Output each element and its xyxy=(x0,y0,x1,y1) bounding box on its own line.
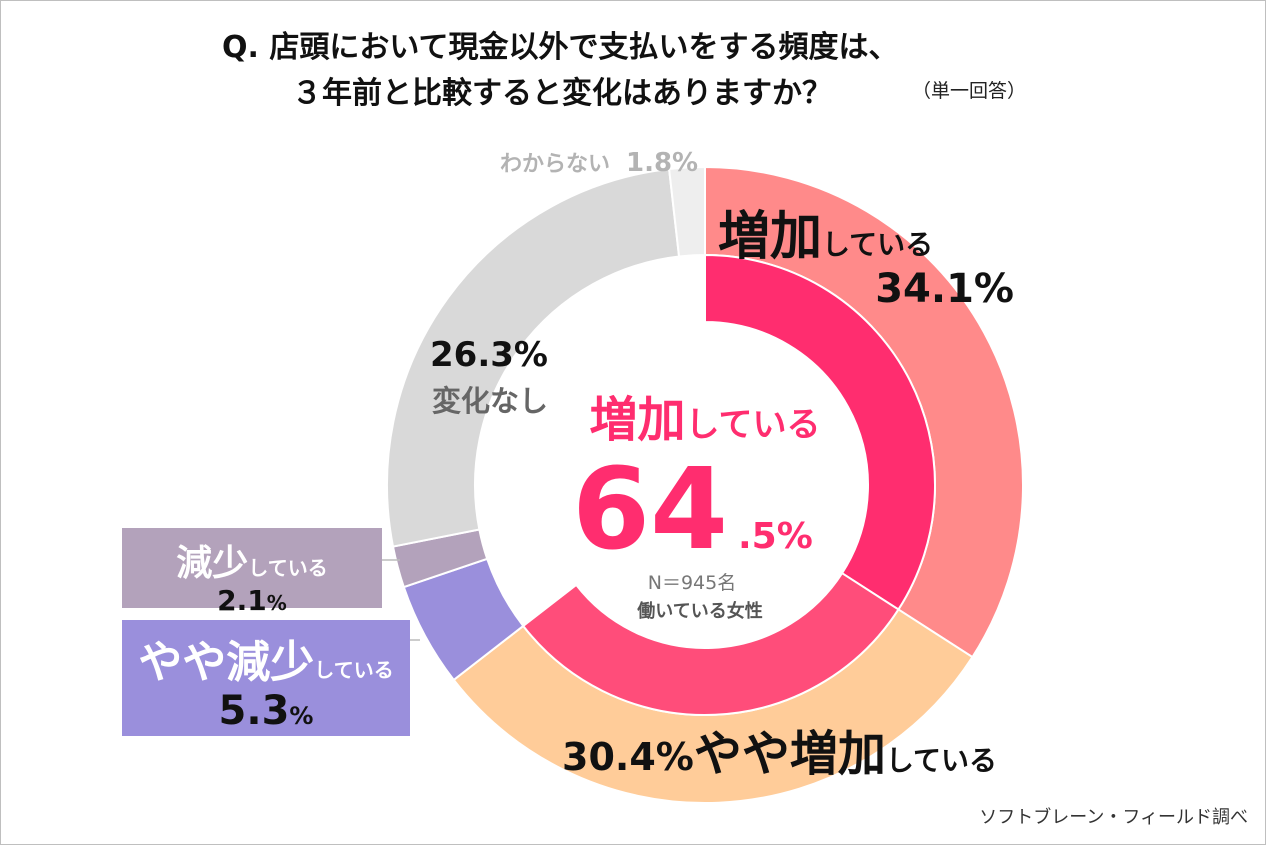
center-increase-label: 増加している xyxy=(590,392,821,448)
increase-label: 増加している xyxy=(718,207,933,267)
slight-decrease-label: やや減少している xyxy=(138,637,394,688)
center-total-value: 64 xyxy=(572,445,728,575)
answer-type-note: （単一回答） xyxy=(912,80,1027,102)
decrease-value: 2.1% xyxy=(217,584,287,617)
center-sample-size: N＝945名 xyxy=(648,572,736,594)
decrease-label: 減少している xyxy=(176,543,328,584)
unknown-label: わからない xyxy=(500,152,610,177)
source-credit: ソフトブレーン・フィールド調べ xyxy=(979,807,1248,828)
center-total-decimal: .5% xyxy=(738,516,813,557)
question-title-line2: ３年前と比較すると変化はありますか？ xyxy=(292,76,832,111)
outer-slice-4 xyxy=(386,167,681,548)
no-change-label: 変化なし xyxy=(432,384,548,418)
donut-hole xyxy=(542,322,868,648)
center-population: 働いている女性 xyxy=(636,600,762,622)
slight-decrease-label-box: やや減少している 5.3% xyxy=(122,620,410,736)
slight-decrease-value: 5.3% xyxy=(218,688,314,734)
leader-lines xyxy=(382,559,420,641)
increase-value: 34.1% xyxy=(875,266,1014,312)
slight-increase-label: 30.4%やや増加している xyxy=(562,726,997,782)
inner-slice-0 xyxy=(704,253,936,611)
no-change-value: 26.3% xyxy=(430,335,548,375)
question-title-line1: Q. 店頭において現金以外で支払いをする頻度は、 xyxy=(222,30,899,65)
unknown-value: 1.8% xyxy=(626,148,698,178)
decrease-label-box: 減少している 2.1% xyxy=(122,528,382,617)
outer-ring xyxy=(386,165,1024,804)
